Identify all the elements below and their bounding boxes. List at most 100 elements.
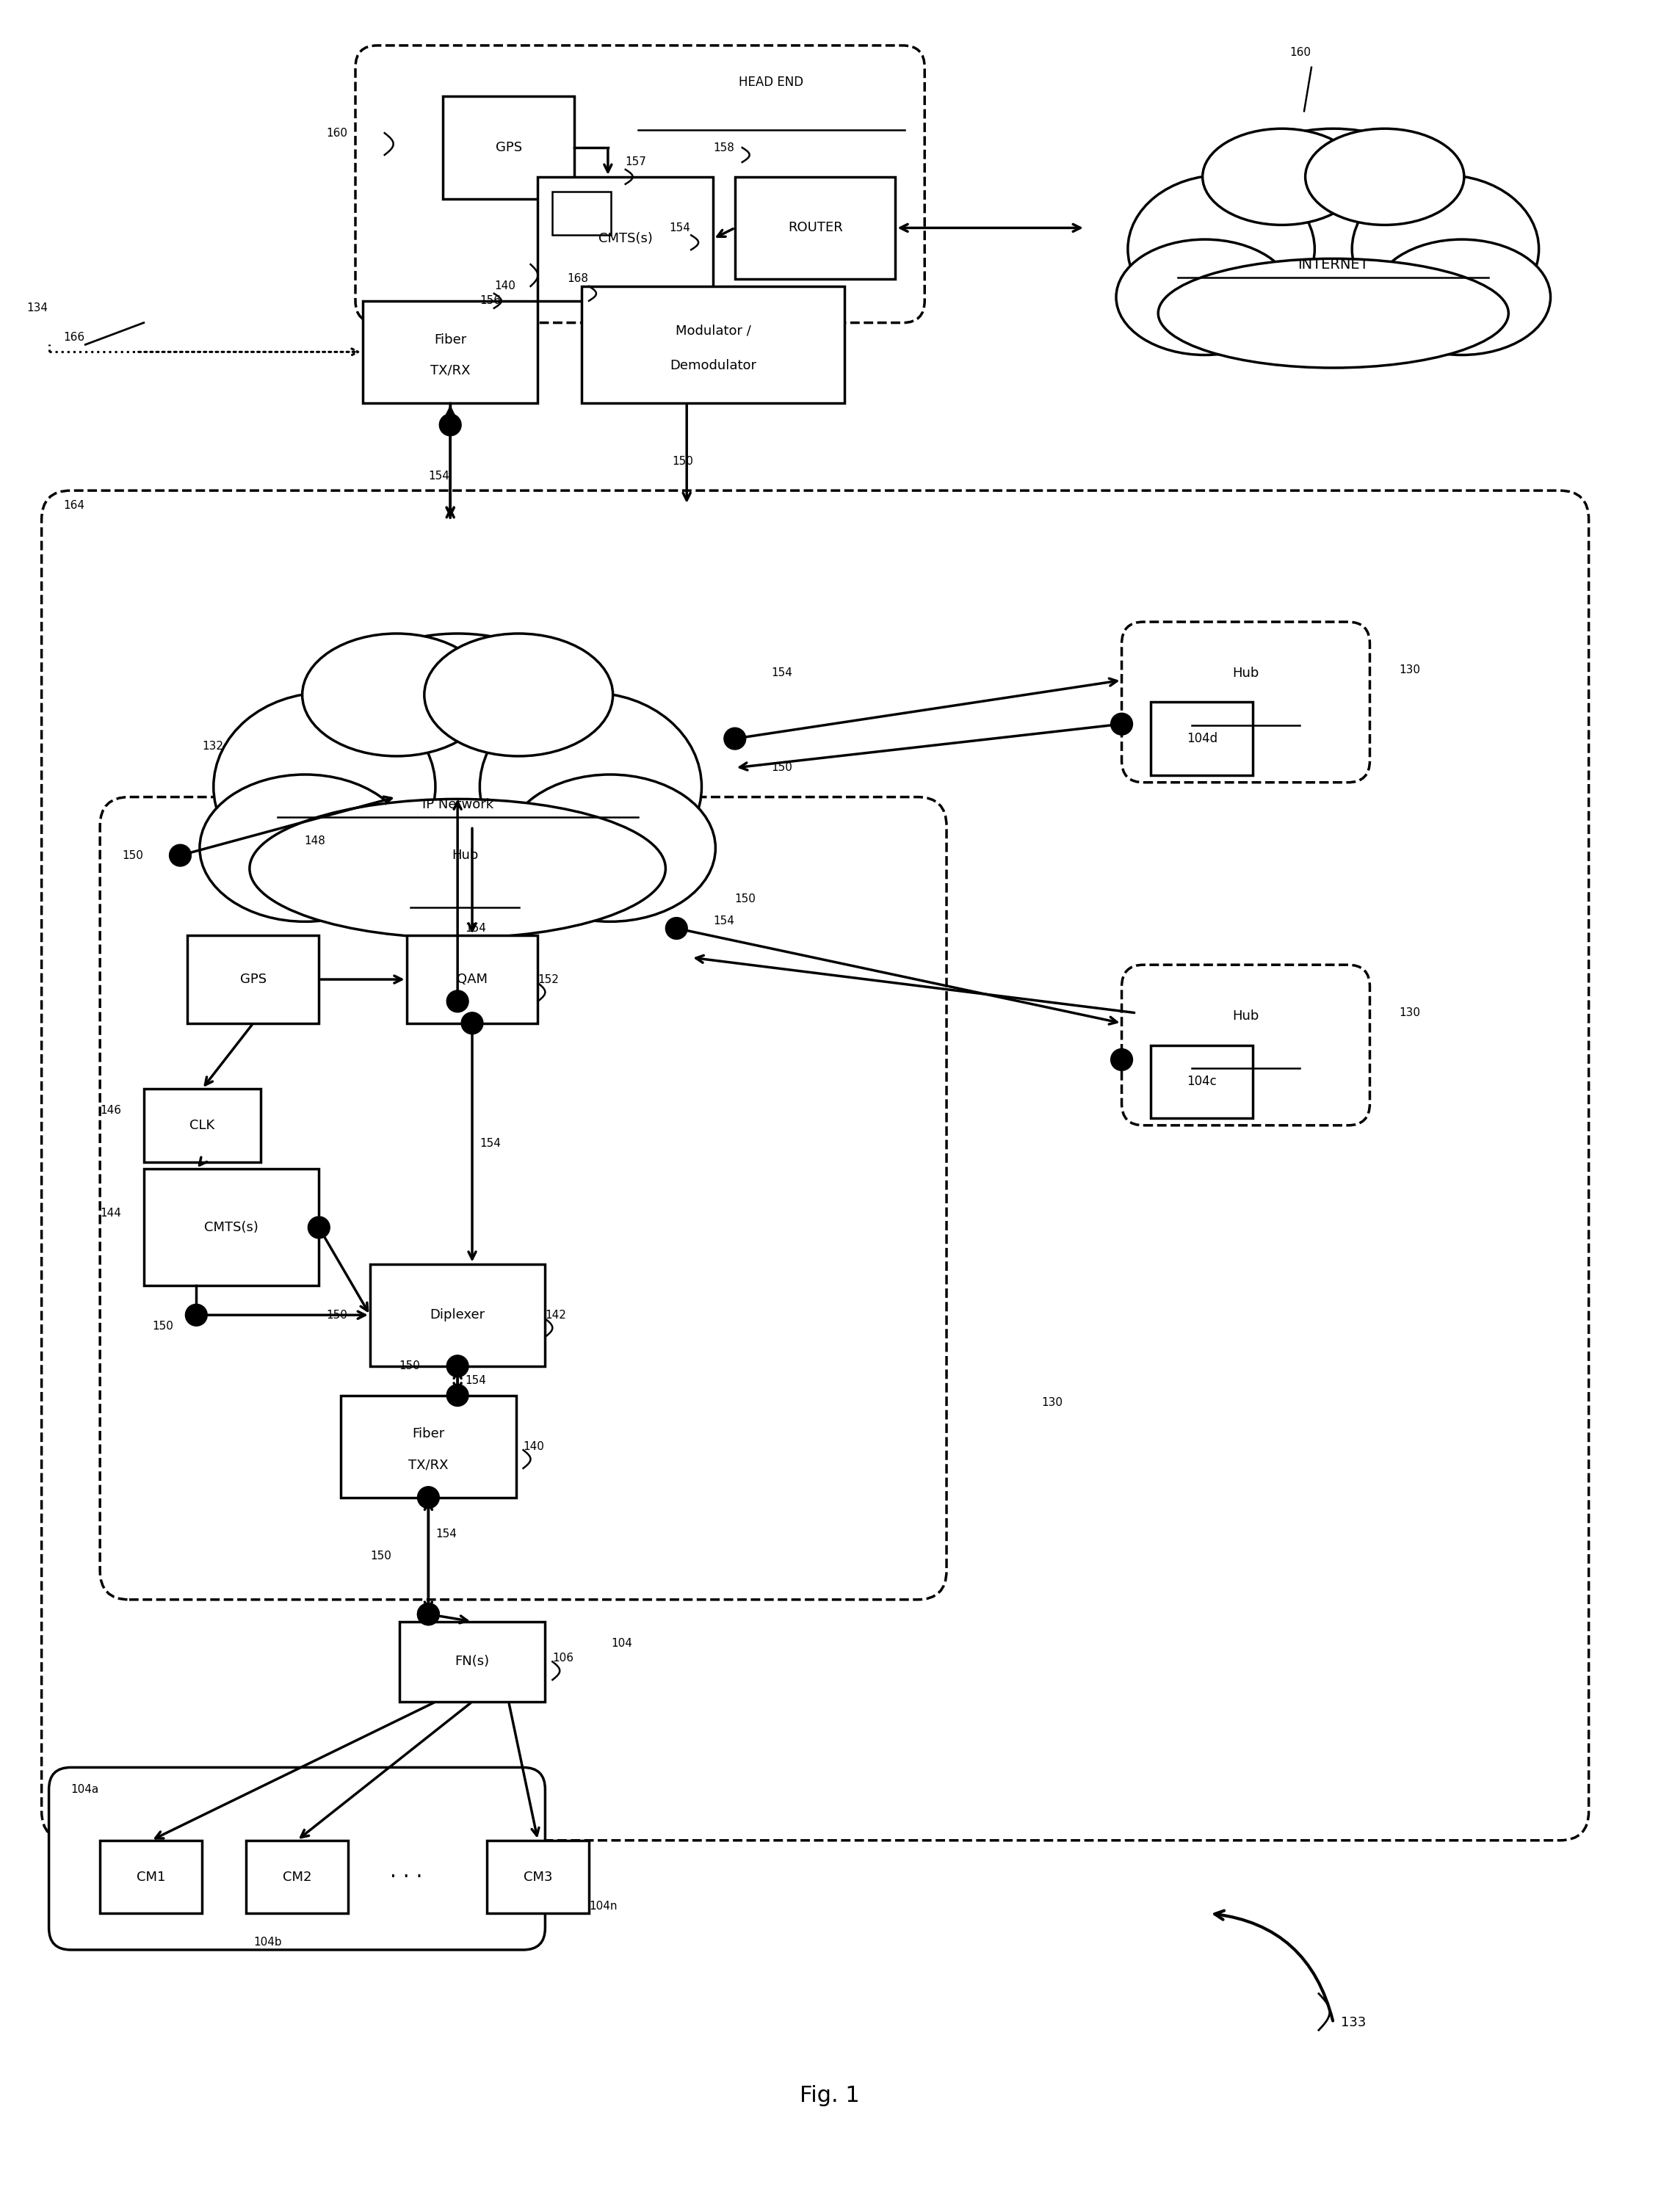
Text: 154: 154 — [771, 668, 792, 679]
Text: GPS: GPS — [495, 142, 522, 155]
Circle shape — [1111, 1048, 1133, 1071]
Text: 150: 150 — [121, 849, 143, 860]
Ellipse shape — [424, 633, 613, 757]
Text: 158: 158 — [713, 142, 734, 153]
Text: 154: 154 — [429, 471, 450, 482]
Text: 148: 148 — [304, 836, 326, 847]
Text: 154: 154 — [465, 1376, 487, 1387]
Bar — [443, 97, 575, 199]
Text: 104c: 104c — [1188, 1075, 1218, 1088]
Text: 132: 132 — [203, 741, 224, 752]
Text: FN(s): FN(s) — [455, 1655, 490, 1668]
Circle shape — [439, 414, 462, 436]
Text: 157: 157 — [626, 157, 646, 168]
Text: 140: 140 — [523, 1440, 545, 1451]
Bar — [145, 1088, 261, 1161]
Text: 164: 164 — [63, 500, 85, 511]
Circle shape — [447, 1385, 468, 1407]
Bar — [1151, 1044, 1252, 1117]
Text: 142: 142 — [545, 1310, 566, 1321]
Text: 104: 104 — [611, 1637, 633, 1648]
Text: CM1: CM1 — [136, 1871, 166, 1882]
Text: Diplexer: Diplexer — [430, 1310, 485, 1321]
Text: Fiber: Fiber — [412, 1427, 445, 1440]
Bar — [487, 1840, 590, 1913]
Circle shape — [724, 728, 746, 750]
Ellipse shape — [1198, 128, 1468, 327]
Ellipse shape — [1374, 239, 1550, 354]
Text: 130: 130 — [1399, 1006, 1420, 1018]
Text: 104d: 104d — [1186, 732, 1218, 745]
Circle shape — [462, 1013, 483, 1035]
Ellipse shape — [297, 633, 618, 887]
Ellipse shape — [1352, 175, 1538, 323]
Circle shape — [1111, 712, 1133, 734]
Text: INTERNET: INTERNET — [1297, 257, 1369, 272]
Ellipse shape — [1158, 259, 1508, 367]
Text: 144: 144 — [100, 1208, 121, 1219]
FancyBboxPatch shape — [48, 1767, 545, 1949]
Ellipse shape — [302, 633, 492, 757]
Text: 150: 150 — [771, 763, 792, 774]
Text: Hub: Hub — [452, 849, 478, 863]
Text: · · ·: · · · — [390, 1867, 424, 1887]
Text: 154: 154 — [480, 1137, 500, 1148]
Text: 140: 140 — [493, 281, 515, 292]
Text: 154: 154 — [465, 922, 487, 933]
Text: 150: 150 — [326, 1310, 347, 1321]
Text: CM2: CM2 — [282, 1871, 312, 1882]
Text: Demodulator: Demodulator — [669, 358, 756, 372]
Text: 160: 160 — [326, 128, 347, 139]
Text: 146: 146 — [100, 1106, 121, 1117]
Ellipse shape — [1306, 128, 1463, 226]
Text: 130: 130 — [1399, 664, 1420, 675]
Text: 168: 168 — [566, 274, 588, 285]
Circle shape — [307, 1217, 331, 1239]
Text: TX/RX: TX/RX — [430, 363, 470, 376]
Text: ROUTER: ROUTER — [787, 221, 842, 234]
Text: CMTS(s): CMTS(s) — [598, 232, 653, 246]
Text: QAM: QAM — [457, 973, 488, 987]
Bar — [407, 936, 538, 1024]
Text: 150: 150 — [673, 456, 693, 467]
Text: 156: 156 — [480, 296, 500, 305]
Ellipse shape — [480, 692, 701, 880]
Text: 166: 166 — [63, 332, 85, 343]
Ellipse shape — [505, 774, 716, 922]
Text: Modulator /: Modulator / — [676, 323, 751, 336]
Circle shape — [447, 1356, 468, 1378]
Text: TX/RX: TX/RX — [409, 1458, 448, 1471]
Text: HEAD END: HEAD END — [739, 75, 804, 88]
Text: 150: 150 — [370, 1551, 392, 1562]
Text: CLK: CLK — [189, 1119, 214, 1133]
Text: Fiber: Fiber — [434, 334, 467, 347]
Bar — [362, 301, 538, 403]
Ellipse shape — [214, 692, 435, 880]
Ellipse shape — [1203, 128, 1362, 226]
Circle shape — [417, 1486, 439, 1509]
Text: 130: 130 — [1041, 1398, 1063, 1409]
Ellipse shape — [1116, 239, 1294, 354]
Ellipse shape — [249, 799, 666, 938]
Text: Fig. 1: Fig. 1 — [799, 2086, 860, 2106]
Text: 150: 150 — [153, 1321, 174, 1332]
Bar — [100, 1840, 203, 1913]
Text: 104b: 104b — [252, 1938, 282, 1949]
Text: 104n: 104n — [590, 1900, 618, 1911]
Bar — [538, 177, 713, 301]
Bar — [341, 1396, 517, 1498]
Circle shape — [447, 991, 468, 1013]
Bar — [1151, 701, 1252, 774]
Bar — [246, 1840, 349, 1913]
Circle shape — [169, 845, 191, 867]
Bar — [399, 1621, 545, 1701]
Circle shape — [417, 1604, 439, 1626]
Circle shape — [186, 1305, 208, 1325]
Circle shape — [417, 1604, 439, 1626]
Bar — [581, 285, 844, 403]
Text: 133: 133 — [1340, 2015, 1365, 2028]
Bar — [188, 936, 319, 1024]
Circle shape — [666, 918, 688, 940]
Text: GPS: GPS — [239, 973, 266, 987]
Text: CMTS(s): CMTS(s) — [204, 1221, 259, 1234]
